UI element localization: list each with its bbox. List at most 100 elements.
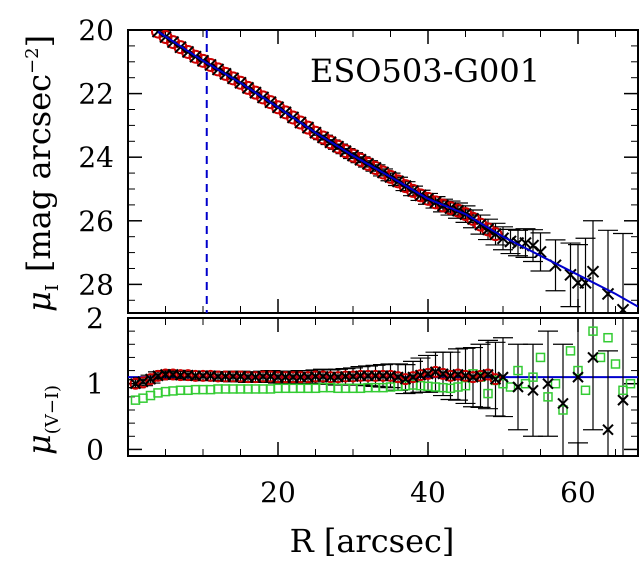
bottom-ylabel-symbol: μ [20,434,58,455]
top-axis-ticks [128,29,638,313]
bottom-y-tick-label: 1 [86,368,104,401]
bottom-cross-point [497,371,509,383]
bottom-circle-point [249,371,262,384]
x-tick-label: 60 [560,476,596,509]
top-circle-point [346,148,360,163]
top-circle-point [406,183,420,198]
top-circle-point [173,40,188,55]
top-y-tick-label: 22 [78,78,114,111]
bottom-y-tick-labels: 0 1 2 [86,302,104,466]
bottom-circle-point [212,370,224,383]
bottom-plot-frame [127,317,639,457]
bottom-cross-point [587,351,599,364]
top-circle-point [361,156,375,171]
bottom-cross-point [557,397,569,410]
top-y-tick-label: 24 [78,141,114,174]
top-circle-point [473,217,488,232]
bottom-square-point [573,365,583,376]
color-profile-panel: 0 1 2 20 40 60 [86,302,639,509]
top-y-axis-title: μI [mag arcsec−2] [20,35,63,312]
bottom-circle-point [287,371,299,384]
cross-stroke [137,376,149,388]
cross-stroke [497,371,509,383]
cross-stroke [527,384,539,396]
top-cross-point [586,265,600,278]
bottom-cross-markers [129,351,629,436]
cross-stroke [564,268,577,282]
svg-text:μI[mag arcsec−2]: μI [mag arcsec−2] [20,35,63,312]
bottom-square-point [565,346,576,356]
top-circle-point [241,80,255,95]
bottom-square-point [535,352,546,363]
cross-stroke [496,232,510,245]
cross-stroke [549,259,562,272]
top-circle-point [481,222,495,237]
bottom-cross-point [572,371,584,383]
cross-stroke [152,370,164,382]
bottom-cross-point [542,378,554,390]
bottom-y-tick-label: 0 [86,433,104,466]
bottom-square-point [558,405,568,415]
cross-stroke [144,373,157,385]
bottom-axis-ticks [128,317,638,456]
top-cross-point [601,287,615,301]
bottom-circle-point [332,371,344,384]
cross-stroke [129,378,142,390]
bottom-circle-point [339,370,352,383]
cross-stroke [249,371,262,383]
top-y-tick-label: 26 [78,205,114,238]
bottom-circle-point [362,369,374,382]
top-circle-point [458,207,473,222]
bottom-circle-point [294,371,307,384]
bottom-cross-point [527,384,539,396]
top-circle-point [428,195,443,210]
top-circle-point [188,49,203,64]
top-circle-markers [151,30,503,242]
cross-stroke [482,368,494,381]
bottom-circle-point [182,369,194,382]
top-cross-point [534,245,547,259]
bottom-circle-point [197,369,209,382]
top-circle-point [316,130,330,145]
bottom-circle-point [204,369,217,382]
cross-stroke [444,370,457,382]
top-y-tick-labels: 20 22 24 26 28 [78,14,114,301]
bottom-square-point [610,359,621,369]
bottom-square-point [588,326,598,336]
galaxy-name-title: ESO503-G001 [310,52,540,90]
bottom-cross-point [617,394,629,406]
cross-stroke [347,370,359,383]
top-circle-point [323,135,338,150]
bottom-circle-point [317,370,329,383]
bottom-square-point [580,385,591,396]
top-circle-point [368,161,383,176]
bottom-square-markers [130,326,636,415]
top-ylabel-units: [mag arcsec [20,74,58,272]
top-circle-point [308,125,323,140]
cross-stroke [618,303,630,313]
cross-stroke [579,276,592,289]
bottom-y-axis-title: μ(V−I) [20,385,63,455]
bottom-square-point [550,378,561,389]
bottom-circle-point [234,370,247,383]
top-ylabel-symbol: μ [20,291,58,312]
bottom-square-point [543,392,553,402]
top-ylabel-exponent: −2 [22,47,43,74]
top-circle-point [196,53,210,68]
top-circle-point [488,227,503,242]
top-circle-point [376,165,390,180]
top-circle-point [421,191,435,206]
top-cross-point [579,276,592,289]
cross-stroke [399,373,412,385]
bottom-circle-point [242,371,254,384]
svg-text:μ(V−I): μ(V−I) [20,385,63,455]
cross-stroke [617,394,629,406]
bottom-circle-point [309,370,322,383]
top-circle-point [398,179,413,194]
bottom-plot-area [128,318,638,456]
x-tick-labels: 20 40 60 [260,476,596,509]
bottom-circle-point [302,371,314,384]
top-circle-point [211,62,225,77]
x-tick-label: 40 [410,476,446,509]
cross-stroke [557,397,569,410]
